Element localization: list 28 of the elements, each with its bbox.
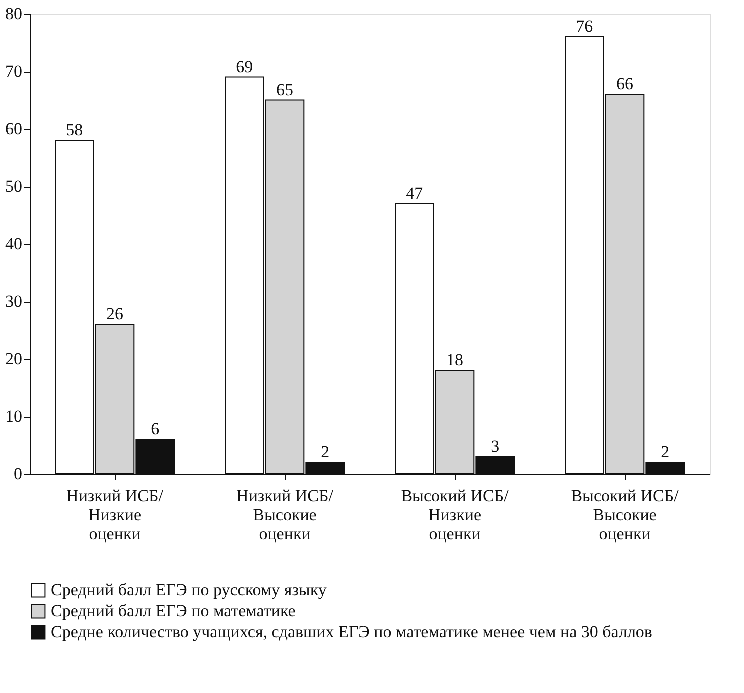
y-tick-label: 40 [6,234,22,254]
data-label: 2 [321,442,330,462]
x-tick-label: Высокий ИСБ/ Высокие оценки [571,486,680,544]
y-tick-label: 0 [14,464,22,484]
data-label: 26 [106,304,124,324]
y-tick-label: 50 [6,177,22,196]
y-tick-label: 80 [6,4,22,24]
x-tick-label: Низкий ИСБ/ Высокие оценки [236,486,334,544]
x-tick-label: Высокий ИСБ/ Низкие оценки [401,486,510,544]
legend-label: Средне количество учащихся, сдавших ЕГЭ по математике менее чем на 30 баллов [51,622,652,642]
data-label: 3 [491,436,500,456]
legend-label: Средний балл ЕГЭ по русскому языку [51,580,328,600]
data-label: 47 [406,184,424,203]
y-tick-label: 10 [6,407,22,426]
y-tick-label: 60 [6,120,22,138]
data-label: 18 [446,350,464,370]
data-label: 65 [276,80,294,100]
y-tick-label: 30 [6,292,22,311]
data-label: 76 [576,17,594,36]
data-label: 6 [151,420,160,438]
y-tick-label: 70 [6,62,22,81]
y-tick-label: 20 [6,350,22,368]
data-label: 66 [616,74,634,94]
legend-label: Средний балл ЕГЭ по математике [51,602,296,620]
data-label: 2 [661,442,670,462]
data-label: 58 [66,120,84,140]
x-tick-label: Низкий ИСБ/ Низкие оценки [66,486,164,544]
data-label: 69 [236,57,254,76]
